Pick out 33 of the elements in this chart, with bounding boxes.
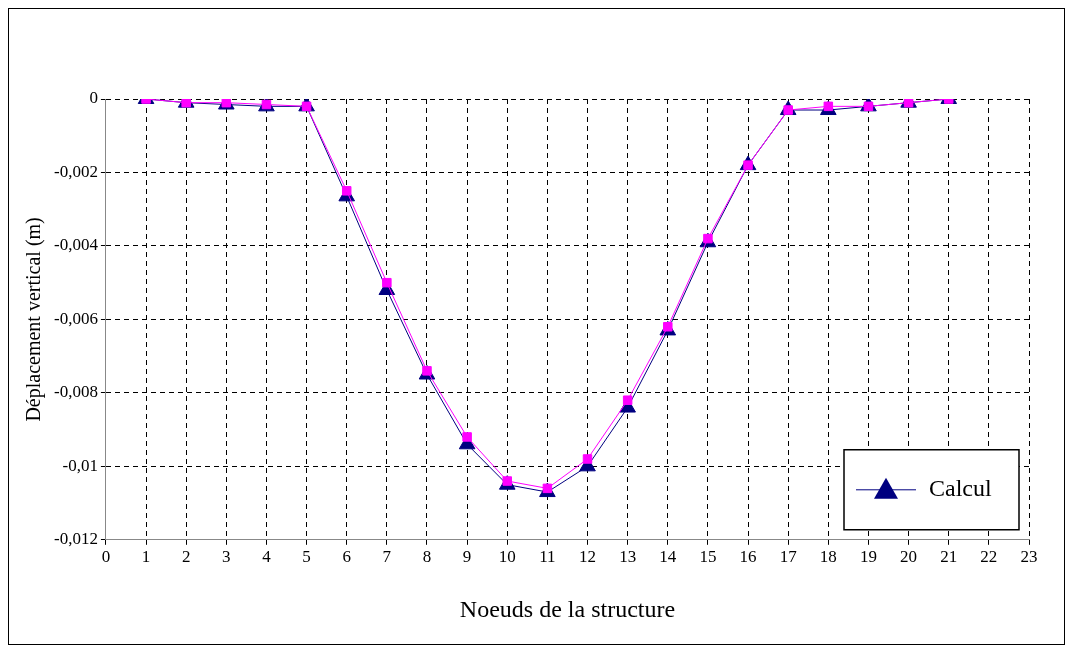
x-tick-label: 15 [699,547,717,567]
x-tick-label: 9 [462,547,472,567]
x-tick-label: 14 [659,547,677,567]
x-tick-label: 3 [222,547,231,567]
y-tick-label: -0,002 [53,161,98,181]
x-tick-label: 6 [342,547,351,567]
x-tick-label: 8 [422,547,432,567]
y-axis-title: Déplacement vertical (m) [22,217,46,422]
x-tick-label: 21 [940,547,958,567]
x-tick-label: 12 [579,547,597,567]
legend-label: Calcul [929,475,992,502]
y-tick-label: -0,006 [53,308,98,328]
x-tick-label: 13 [619,547,637,567]
x-tick-label: 1 [141,547,151,567]
y-tick-label: 0 [89,88,98,108]
x-tick-label: 2 [181,547,191,567]
x-tick-label: 17 [779,547,798,567]
x-tick-label: 4 [262,547,272,567]
x-tick-label: 18 [819,547,837,567]
x-tick-label: 10 [498,547,516,567]
x-axis-title: Noeuds de la structure [459,595,676,622]
x-tick-label: 16 [739,547,757,567]
y-tick-label: -0,01 [62,455,98,475]
x-tick-label: 7 [382,547,392,567]
y-tick-label: -0,008 [53,382,98,402]
x-tick-label: 19 [859,547,877,567]
x-tick-label: 23 [1020,547,1038,567]
x-tick-label: 20 [900,547,918,567]
x-tick-label: 22 [980,547,998,567]
x-tick-label: 5 [302,547,311,567]
y-tick-label: -0,012 [53,529,98,549]
x-tick-label: 11 [539,547,556,567]
y-tick-label: -0,004 [53,235,99,255]
